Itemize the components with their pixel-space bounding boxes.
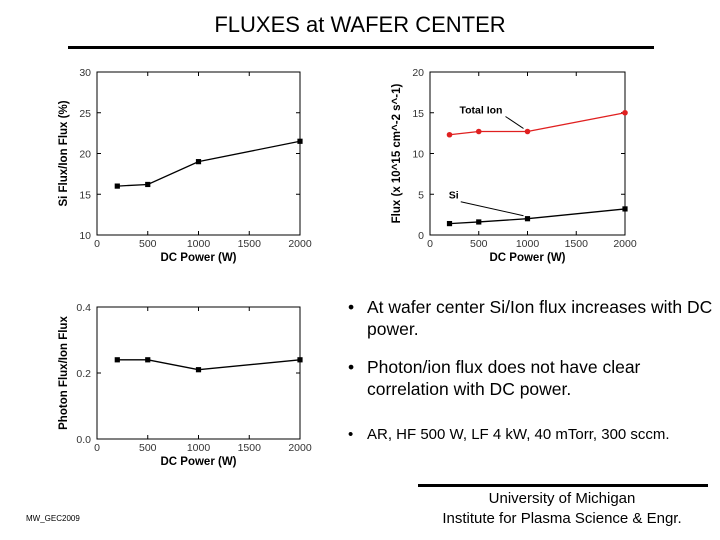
slide-code: MW_GEC2009 [26,514,80,523]
y-tick-label: 20 [79,149,91,161]
bullet-item: • AR, HF 500 W, LF 4 kW, 40 mTorr, 300 s… [348,424,720,446]
data-point [446,220,453,227]
y-axis-label: Photon Flux/Ion Flux [58,316,70,430]
x-axis-label: DC Power (W) [160,456,236,468]
title-underline [68,46,654,49]
x-tick-label: 0 [94,238,100,250]
flux-chart: 0 500 1000 1500 2000 0 5 10 15 20 DC Power (W) Flux… [391,67,637,264]
data-point [622,109,628,116]
series-line [117,140,301,187]
data-point [195,367,202,373]
plot-frame [96,71,301,236]
data-point [476,219,482,225]
x-tick-label: 500 [470,238,488,250]
x-tick-label: 1000 [516,238,540,250]
data-point [114,183,120,189]
footer-divider [418,484,708,487]
institute-name: Institute for Plasma Science & Engr. [442,510,682,527]
data-point [114,357,120,363]
data-point [524,216,531,222]
bullet-text: Photon/ion flux does not have clear corr… [367,357,641,399]
y-tick-label: 0.4 [76,302,91,314]
data-point [622,206,628,212]
y-tick-label: 10 [412,149,424,161]
data-point [297,138,303,144]
x-tick-label: 2000 [288,442,312,454]
data-point [297,357,303,363]
bullet-text: AR, HF 500 W, LF 4 kW, 40 mTorr, 300 scc… [367,426,670,443]
page-title: FLUXES at WAFER CENTER [214,12,506,37]
x-tick-label: 1000 [187,442,211,454]
photon-ion-ratio-chart: 0 500 1000 1500 2000 0.0 0.2 0.4 DC Power (W) Pho… [58,302,312,468]
university-name: University of Michigan [488,490,636,507]
y-tick-label: 25 [79,108,91,120]
x-axis-label: DC Power (W) [160,252,236,264]
y-tick-label: 0 [418,230,424,242]
x-tick-label: 500 [139,238,157,250]
series-label: Total Ion [460,104,503,116]
y-axis-label: Flux (x 10^15 cm^-2 s^-1) [391,84,403,224]
x-tick-label: 1500 [238,238,262,250]
x-tick-label: 1500 [565,238,589,250]
bullet-icon: • [348,357,355,377]
data-point [195,159,202,165]
y-tick-label: 15 [412,108,424,120]
y-tick-label: 30 [79,67,91,79]
si-ion-ratio-chart: 0 500 1000 1500 2000 10 15 20 25 30 DC Power (W) Si… [58,67,312,264]
bullet-item: • Photon/ion flux does not have clear co… [348,356,720,400]
data-point [446,131,453,138]
y-axis-label: Si Flux/Ion Flux (%) [58,100,70,206]
series-label-leader [505,116,524,129]
x-tick-label: 1500 [238,442,262,454]
data-point [145,357,151,363]
x-tick-label: 500 [139,442,157,454]
x-tick-label: 2000 [288,238,312,250]
bullet-item: • At wafer center Si/Ion flux increases … [348,296,720,340]
x-tick-label: 0 [427,238,433,250]
x-tick-label: 1000 [187,238,211,250]
bullet-text: At wafer center Si/Ion flux increases wi… [367,297,713,339]
y-tick-label: 15 [79,189,91,201]
x-tick-label: 2000 [613,238,637,250]
plot-frame [96,306,301,440]
institution-block: University of Michigan Institute for Pla… [412,489,712,529]
y-tick-label: 0.2 [76,368,91,380]
y-tick-label: 0.0 [76,434,91,446]
bullet-icon: • [348,297,355,317]
y-tick-label: 20 [412,67,424,79]
plot-frame [429,71,626,236]
data-point [145,181,151,188]
series-line [449,208,626,225]
series-line [117,359,301,371]
data-point [475,128,482,135]
series-label-leader [460,201,524,217]
bullet-list: • At wafer center Si/Ion flux increases … [348,296,720,462]
data-point [524,128,531,135]
y-tick-label: 10 [79,230,91,242]
x-tick-label: 0 [94,442,100,454]
bullet-icon: • [348,426,354,443]
x-axis-label: DC Power (W) [489,252,565,264]
series-label: Si [449,190,459,202]
series-line [449,112,626,136]
y-tick-label: 5 [418,189,424,201]
